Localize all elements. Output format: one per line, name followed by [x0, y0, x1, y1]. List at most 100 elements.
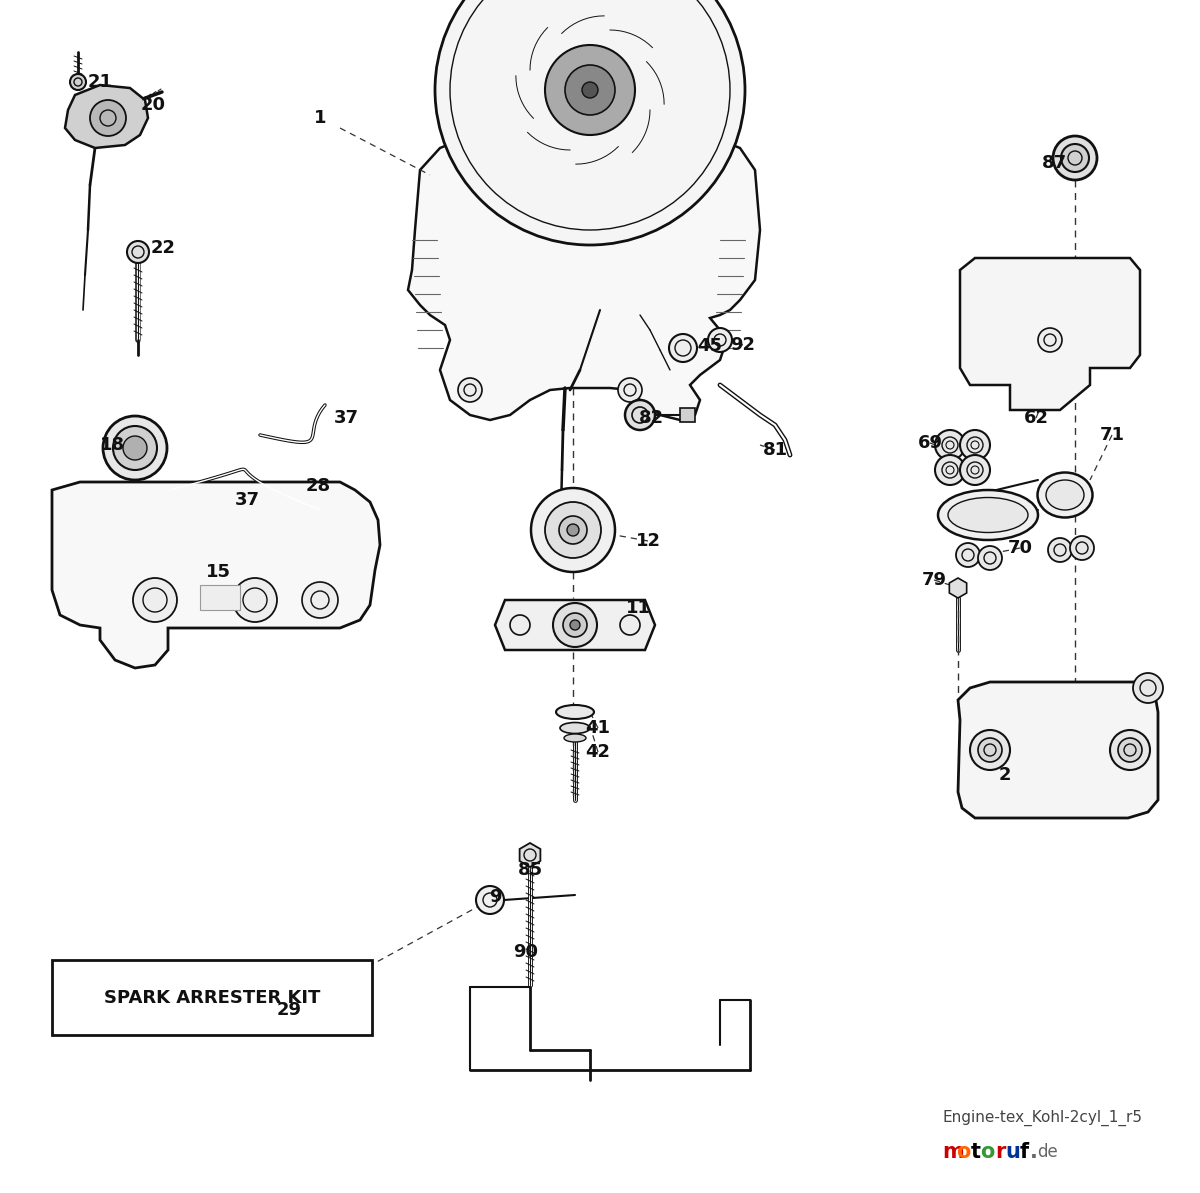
Circle shape	[960, 455, 990, 486]
Text: 20: 20	[140, 95, 166, 115]
Circle shape	[1054, 136, 1097, 180]
Polygon shape	[960, 258, 1140, 410]
Text: 21: 21	[88, 73, 113, 91]
Circle shape	[1038, 328, 1062, 352]
Text: 87: 87	[1042, 154, 1067, 172]
Text: 81: 81	[762, 441, 787, 459]
Circle shape	[1070, 536, 1094, 560]
Circle shape	[90, 100, 126, 136]
Circle shape	[133, 577, 178, 622]
Text: 70: 70	[1008, 539, 1032, 557]
Circle shape	[1048, 538, 1072, 562]
Text: 92: 92	[731, 336, 756, 354]
Polygon shape	[958, 682, 1158, 818]
Circle shape	[510, 616, 530, 635]
Circle shape	[563, 613, 587, 637]
Text: 37: 37	[234, 492, 259, 509]
Ellipse shape	[948, 497, 1028, 532]
Text: 11: 11	[625, 599, 650, 617]
Ellipse shape	[1046, 480, 1084, 509]
Polygon shape	[949, 577, 967, 598]
Polygon shape	[528, 132, 570, 150]
Circle shape	[582, 82, 598, 98]
Circle shape	[618, 378, 642, 402]
Circle shape	[1110, 730, 1150, 769]
Circle shape	[113, 426, 157, 470]
Text: 28: 28	[306, 477, 330, 495]
Text: de: de	[1037, 1143, 1057, 1161]
Text: .: .	[1030, 1142, 1038, 1162]
Circle shape	[233, 577, 277, 622]
Circle shape	[124, 435, 148, 460]
Circle shape	[956, 543, 980, 567]
Text: r: r	[995, 1142, 1006, 1162]
Polygon shape	[496, 600, 655, 650]
Circle shape	[620, 616, 640, 635]
Text: 79: 79	[922, 571, 947, 589]
Circle shape	[1133, 673, 1163, 703]
Polygon shape	[520, 843, 540, 867]
Text: 45: 45	[697, 336, 722, 356]
Text: 69: 69	[918, 434, 942, 452]
Circle shape	[559, 517, 587, 544]
Ellipse shape	[1038, 472, 1092, 518]
Circle shape	[935, 429, 965, 460]
Circle shape	[625, 400, 655, 429]
Text: 85: 85	[517, 861, 542, 879]
Circle shape	[1118, 738, 1142, 762]
Polygon shape	[65, 85, 148, 148]
Ellipse shape	[938, 490, 1038, 540]
Circle shape	[978, 546, 1002, 570]
Text: u: u	[1006, 1142, 1020, 1162]
Text: m: m	[942, 1142, 964, 1162]
Text: 41: 41	[586, 719, 611, 737]
Polygon shape	[562, 16, 604, 33]
Circle shape	[127, 241, 149, 262]
Polygon shape	[530, 27, 547, 70]
Circle shape	[1061, 144, 1090, 172]
Text: f: f	[1020, 1142, 1030, 1162]
Circle shape	[960, 429, 990, 460]
Polygon shape	[632, 110, 650, 153]
Text: 1: 1	[313, 109, 326, 126]
Circle shape	[436, 0, 745, 245]
Circle shape	[553, 602, 598, 647]
Text: 22: 22	[150, 239, 175, 256]
Ellipse shape	[556, 705, 594, 719]
Text: 15: 15	[205, 563, 230, 581]
Text: 9: 9	[488, 888, 502, 905]
Circle shape	[545, 502, 601, 558]
Polygon shape	[200, 585, 240, 610]
Text: SPARK ARRESTER KIT: SPARK ARRESTER KIT	[104, 989, 320, 1007]
Polygon shape	[647, 62, 664, 104]
Polygon shape	[576, 147, 618, 165]
Circle shape	[103, 416, 167, 480]
Bar	[52, 960, 372, 1036]
Text: 18: 18	[100, 435, 125, 455]
Circle shape	[70, 74, 86, 89]
Circle shape	[570, 620, 580, 630]
Text: 2: 2	[998, 766, 1012, 784]
Text: 90: 90	[514, 942, 539, 962]
Ellipse shape	[564, 734, 586, 742]
Polygon shape	[516, 76, 534, 118]
Text: 42: 42	[586, 743, 611, 761]
Ellipse shape	[560, 723, 590, 734]
Circle shape	[530, 488, 616, 571]
Text: 71: 71	[1099, 426, 1124, 444]
Circle shape	[302, 582, 338, 618]
Polygon shape	[52, 482, 380, 668]
Circle shape	[970, 730, 1010, 769]
Text: 29: 29	[276, 1001, 301, 1019]
Polygon shape	[408, 135, 760, 420]
Text: t: t	[971, 1142, 982, 1162]
Text: 12: 12	[636, 532, 660, 550]
Circle shape	[476, 886, 504, 914]
Text: o: o	[980, 1142, 995, 1162]
Text: 37: 37	[334, 409, 359, 427]
Text: Engine-tex_Kohl-2cyl_1_r5: Engine-tex_Kohl-2cyl_1_r5	[942, 1109, 1142, 1126]
Polygon shape	[680, 408, 695, 422]
Circle shape	[670, 334, 697, 361]
Text: o: o	[956, 1142, 971, 1162]
Circle shape	[458, 378, 482, 402]
